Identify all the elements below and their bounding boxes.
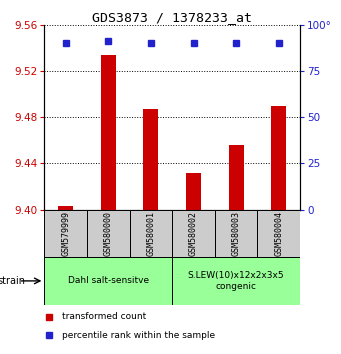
Bar xyxy=(44,257,172,305)
Bar xyxy=(215,210,257,257)
Bar xyxy=(172,257,300,305)
Bar xyxy=(229,145,243,210)
Text: strain: strain xyxy=(0,276,26,286)
Text: GSM580001: GSM580001 xyxy=(146,211,155,256)
Bar xyxy=(271,105,286,210)
Bar xyxy=(172,210,215,257)
Text: S.LEW(10)x12x2x3x5
congenic: S.LEW(10)x12x2x3x5 congenic xyxy=(188,271,284,291)
Bar xyxy=(130,210,172,257)
Bar xyxy=(257,210,300,257)
Bar xyxy=(101,55,116,210)
Bar xyxy=(58,206,73,210)
Bar xyxy=(186,173,201,210)
Title: GDS3873 / 1378233_at: GDS3873 / 1378233_at xyxy=(92,11,252,24)
Text: GSM580003: GSM580003 xyxy=(232,211,241,256)
Bar xyxy=(44,210,87,257)
Bar xyxy=(87,210,130,257)
Text: GSM580000: GSM580000 xyxy=(104,211,113,256)
Text: GSM579999: GSM579999 xyxy=(61,211,70,256)
Text: transformed count: transformed count xyxy=(62,312,147,321)
Text: percentile rank within the sample: percentile rank within the sample xyxy=(62,331,216,339)
Text: GSM580004: GSM580004 xyxy=(274,211,283,256)
Text: GSM580002: GSM580002 xyxy=(189,211,198,256)
Text: Dahl salt-sensitve: Dahl salt-sensitve xyxy=(68,276,149,285)
Bar xyxy=(144,109,158,210)
